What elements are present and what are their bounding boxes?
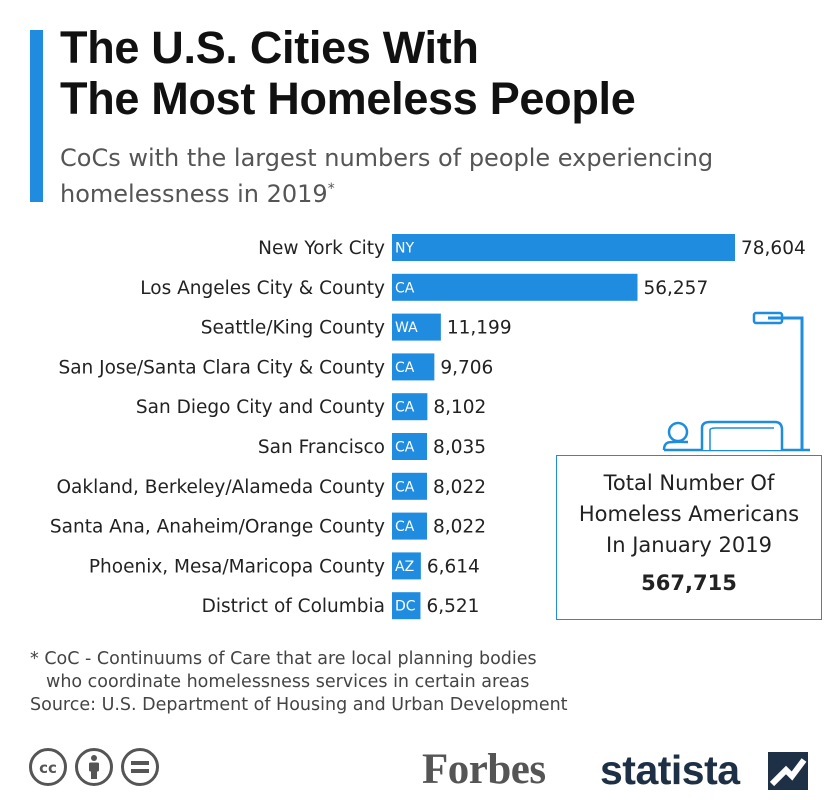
attribution-icon[interactable] xyxy=(74,747,114,787)
cc-text: cc xyxy=(39,759,57,777)
state-code-label-4: CA xyxy=(395,400,415,416)
value-label-9: 6,521 xyxy=(426,596,479,617)
category-label-2: Seattle/King County xyxy=(201,318,385,339)
state-code-label-9: DC xyxy=(395,599,416,615)
bar-6 xyxy=(392,472,428,500)
state-code-label-0: NY xyxy=(395,241,414,257)
value-label-2: 11,199 xyxy=(447,318,512,339)
value-label-4: 8,102 xyxy=(433,397,486,418)
creative-commons-icons: cc xyxy=(28,747,160,787)
state-code-label-6: CA xyxy=(395,479,415,495)
forbes-logo: Forbes xyxy=(422,746,546,793)
value-label-3: 9,706 xyxy=(440,357,493,378)
bar-7 xyxy=(392,512,428,540)
value-label-8: 6,614 xyxy=(427,556,480,577)
bar-4 xyxy=(392,393,428,421)
category-label-5: San Francisco xyxy=(258,437,385,458)
bar-2 xyxy=(392,313,441,341)
value-label-7: 8,022 xyxy=(433,517,486,538)
total-label-line-1: Total Number Of xyxy=(603,471,775,495)
subtitle-line-2-text: homelessness in 2019 xyxy=(60,180,328,208)
state-code-label-5: CA xyxy=(395,440,415,456)
total-label-line-3: In January 2019 xyxy=(606,533,772,557)
value-label-6: 8,022 xyxy=(433,477,486,498)
category-label-7: Santa Ana, Anaheim/Orange County xyxy=(50,517,385,538)
title-line-2: The Most Homeless People xyxy=(60,73,636,124)
total-homeless-box: Total Number Of Homeless Americans In Ja… xyxy=(556,455,822,620)
title-line-1: The U.S. Cities With xyxy=(60,22,479,73)
category-label-8: Phoenix, Mesa/Maricopa County xyxy=(89,556,385,577)
homeless-bench-illustration-icon xyxy=(662,311,810,452)
footnote-line-1: * CoC - Continuums of Care that are loca… xyxy=(30,649,537,669)
total-label-line-2: Homeless Americans xyxy=(578,502,800,526)
chart-title: The U.S. Cities With The Most Homeless P… xyxy=(60,22,820,124)
total-value: 567,715 xyxy=(641,571,737,595)
bar-chart: New York City NY 78,604 Los Angeles City & … xyxy=(50,234,806,620)
state-code-label-2: WA xyxy=(395,320,418,336)
state-code-label-1: CA xyxy=(395,280,415,296)
title-accent-bar xyxy=(30,30,43,202)
bar-9 xyxy=(392,592,421,620)
subtitle-line-2: homelessness in 2019* xyxy=(60,174,820,210)
category-label-1: Los Angeles City & County xyxy=(140,278,385,299)
subtitle-line-1: CoCs with the largest numbers of people … xyxy=(60,144,714,172)
state-code-label-3: CA xyxy=(395,360,415,376)
category-label-9: District of Columbia xyxy=(202,596,385,617)
bar-0 xyxy=(392,234,735,261)
state-code-label-7: CA xyxy=(395,519,415,535)
total-label: Total Number Of Homeless Americans In Ja… xyxy=(557,468,821,561)
bar-1 xyxy=(392,273,638,301)
no-derivatives-icon[interactable] xyxy=(120,747,160,787)
footnote: * CoC - Continuums of Care that are loca… xyxy=(30,648,810,717)
value-label-0: 78,604 xyxy=(741,238,806,259)
category-label-0: New York City xyxy=(258,238,385,259)
category-label-3: San Jose/Santa Clara City & County xyxy=(58,357,385,378)
bar-8 xyxy=(392,552,421,580)
footnote-line-2: who coordinate homelessness services in … xyxy=(46,672,530,692)
bar-3 xyxy=(392,353,435,381)
chart-subtitle: CoCs with the largest numbers of people … xyxy=(60,143,820,210)
statista-logo-icon xyxy=(768,752,808,790)
value-label-5: 8,035 xyxy=(433,437,486,458)
source-line: Source: U.S. Department of Housing and U… xyxy=(30,695,568,715)
value-label-1: 56,257 xyxy=(643,278,708,299)
category-label-6: Oakland, Berkeley/Alameda County xyxy=(56,477,385,498)
state-code-label-8: AZ xyxy=(395,559,414,575)
subtitle-asterisk: * xyxy=(327,181,335,197)
statista-logo: statista xyxy=(600,747,740,793)
bar-5 xyxy=(392,433,428,460)
cc-license-icon[interactable]: cc xyxy=(28,747,68,787)
category-label-4: San Diego City and County xyxy=(136,397,385,418)
